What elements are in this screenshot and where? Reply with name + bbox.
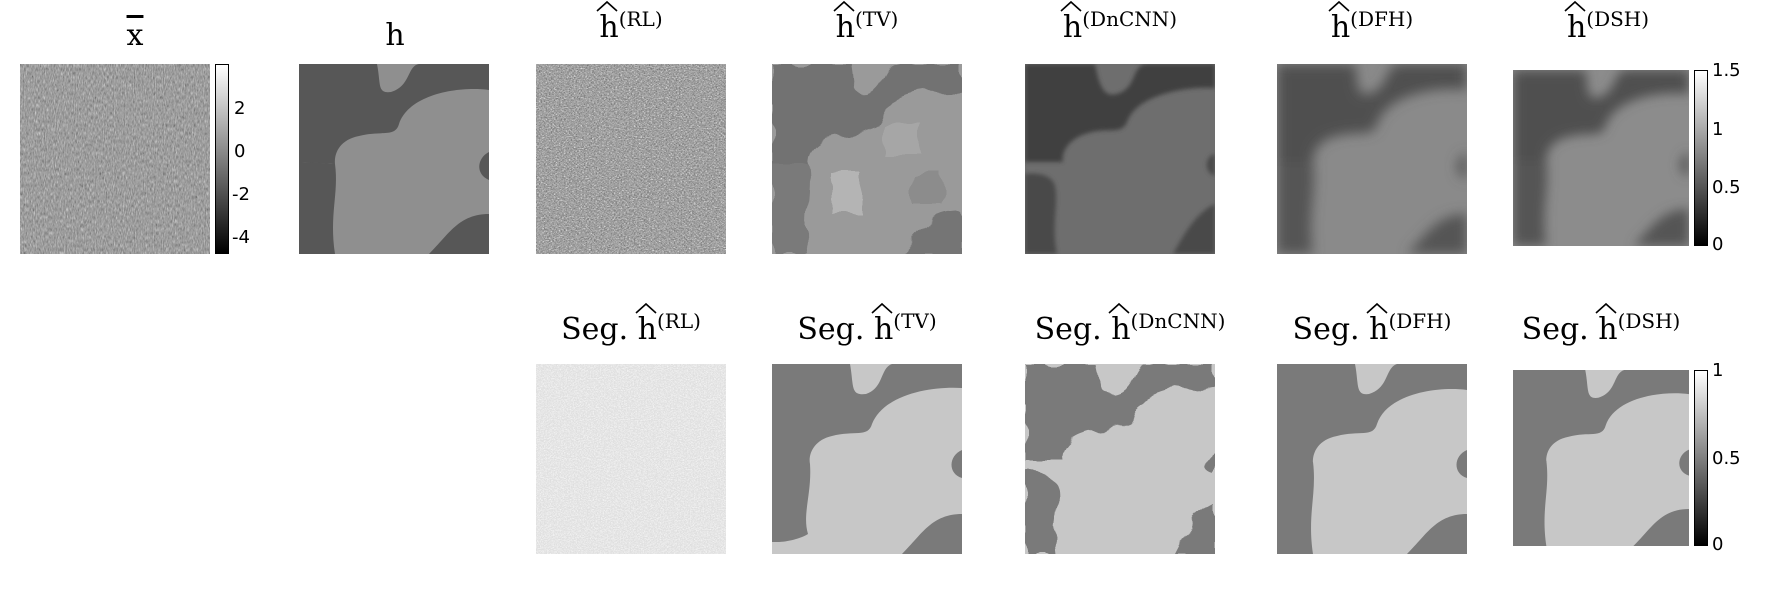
title-seg-rl: Seg. h(RL)	[501, 302, 761, 347]
title-h-dncnn: h(DnCNN)	[1025, 0, 1215, 45]
title-xbar: x	[126, 18, 144, 53]
colorbar-xbar	[215, 64, 229, 254]
colorbar-xbar-tick: 2	[234, 98, 246, 119]
image-seg-dfh	[1277, 364, 1467, 554]
title-seg-dsh: Seg. h(DSH)	[1471, 302, 1731, 347]
colorbar-dsh-tick: 0.5	[1712, 177, 1741, 198]
image-h	[299, 64, 489, 254]
image-h-rl	[536, 64, 726, 254]
colorbar-seg-tick: 0	[1712, 534, 1724, 555]
title-h-dfh: h(DFH)	[1277, 0, 1467, 45]
colorbar-xbar-tick: 0	[234, 141, 246, 162]
image-h-dsh	[1513, 70, 1689, 246]
image-h-dfh	[1277, 64, 1467, 254]
title-h-rl: h(RL)	[536, 0, 726, 45]
title-h-dsh: h(DSH)	[1513, 0, 1703, 45]
colorbar-seg-tick: 1	[1712, 360, 1724, 381]
image-xbar	[20, 64, 210, 254]
colorbar-xbar-tick: -4	[232, 227, 250, 248]
image-seg-dncnn	[1025, 364, 1215, 554]
image-h-dncnn	[1025, 64, 1215, 254]
colorbar-dsh-tick: 0	[1712, 234, 1724, 255]
colorbar-seg-tick: 0.5	[1712, 448, 1741, 469]
colorbar-dsh-tick: 1.5	[1712, 60, 1741, 81]
image-seg-tv	[772, 364, 962, 554]
title-h-tv: h(TV)	[772, 0, 962, 45]
title-h: h	[385, 18, 405, 53]
title-seg-dncnn: Seg. h(DnCNN)	[1000, 302, 1260, 347]
image-h-tv	[772, 64, 962, 254]
colorbar-xbar-tick: -2	[232, 184, 250, 205]
image-seg-rl	[536, 364, 726, 554]
colorbar-dsh	[1694, 70, 1708, 246]
colorbar-seg	[1694, 370, 1708, 546]
colorbar-dsh-tick: 1	[1712, 119, 1724, 140]
title-seg-dfh: Seg. h(DFH)	[1242, 302, 1502, 347]
title-seg-tv: Seg. h(TV)	[737, 302, 997, 347]
image-seg-dsh	[1513, 370, 1689, 546]
